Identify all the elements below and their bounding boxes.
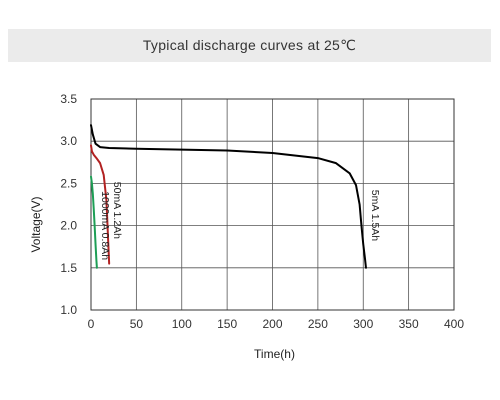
title-bar: Typical discharge curves at 25℃ [8, 29, 491, 62]
series-label-2: 1000mA 0.8Ah [99, 191, 111, 260]
plot-frame [90, 98, 455, 311]
chart-title: Typical discharge curves at 25℃ [142, 37, 357, 53]
y-axis-ticks: 1.0 1.5 2.0 2.5 3.0 3.5 [60, 92, 77, 317]
x-tick-label: 100 [172, 317, 192, 331]
series-line-2 [90, 175, 98, 269]
x-tick-label: 200 [262, 317, 282, 331]
y-tick-label: 2.5 [60, 176, 77, 190]
series-line-0 [90, 124, 367, 269]
x-axis-ticks: 0 50 100 150 200 250 300 350 400 [88, 317, 465, 331]
x-tick-label: 50 [130, 317, 144, 331]
series-label-1: 50mA 1.2Ah [111, 182, 123, 239]
y-tick-label: 1.0 [60, 303, 77, 317]
x-tick-label: 250 [308, 317, 328, 331]
grid [91, 99, 454, 310]
y-tick-label: 3.5 [60, 92, 77, 106]
x-tick-label: 300 [353, 317, 373, 331]
x-axis-label: Time(h) [254, 347, 295, 361]
x-tick-label: 0 [88, 317, 95, 331]
series-line-1 [90, 144, 111, 265]
x-tick-label: 400 [444, 317, 464, 331]
series-label-0: 5mA 1.5Ah [369, 190, 381, 242]
x-tick-label: 150 [217, 317, 237, 331]
y-tick-label: 1.5 [60, 261, 77, 275]
x-tick-label: 350 [399, 317, 419, 331]
y-tick-label: 2.0 [60, 219, 77, 233]
y-tick-label: 3.0 [60, 134, 77, 148]
series-lines [90, 124, 367, 269]
y-axis-label: Voltage(V) [29, 196, 43, 252]
